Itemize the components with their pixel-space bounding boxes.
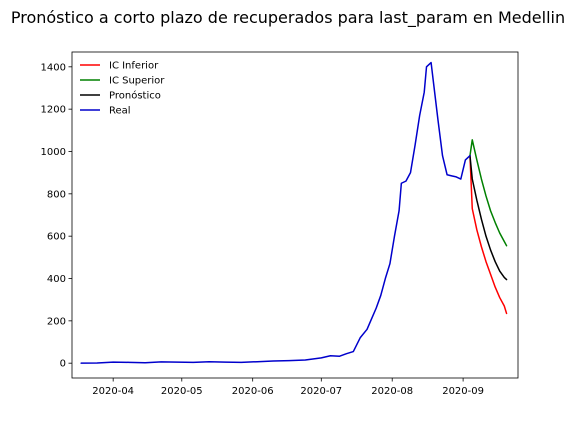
y-tick-label: 600 — [47, 232, 66, 243]
x-tick-label: 2020-08 — [371, 386, 413, 397]
legend-label-pronostico: Pronóstico — [109, 90, 161, 102]
x-tick-label: 2020-05 — [161, 386, 203, 397]
y-tick-label: 400 — [47, 274, 66, 285]
series-line-real — [80, 61, 471, 364]
x-tick-label: 2020-07 — [300, 386, 342, 397]
plot-area-frame — [71, 51, 519, 379]
y-tick-label: 200 — [47, 316, 66, 327]
legend: IC Inferior IC Superior Pronóstico Real — [80, 61, 165, 117]
y-tick-label: 1200 — [41, 105, 66, 116]
y-tick-label: 0 — [60, 359, 66, 370]
series-line-ic-inferior — [469, 154, 508, 315]
y-tick-label: 1400 — [41, 62, 66, 73]
legend-label-real: Real — [109, 106, 131, 117]
series-line-pronostico — [469, 154, 508, 281]
series-line-ic-superior — [469, 139, 508, 247]
y-tick-label: 1000 — [41, 147, 66, 158]
x-tick-label: 2020-06 — [232, 386, 274, 397]
y-tick-label: 800 — [47, 189, 66, 200]
y-axis: 0 200 400 600 800 1000 1200 1400 — [41, 62, 72, 370]
legend-label-ic-superior: IC Superior — [109, 76, 165, 87]
plot-series — [80, 61, 508, 364]
x-tick-label: 2020-09 — [442, 386, 484, 397]
x-axis: 2020-04 2020-05 2020-06 2020-07 2020-08 2020-… — [92, 378, 484, 397]
legend-label-ic-inferior: IC Inferior — [109, 61, 159, 72]
x-tick-label: 2020-04 — [92, 386, 134, 397]
chart-title: Pronóstico a corto plazo de recuperados … — [11, 8, 565, 28]
